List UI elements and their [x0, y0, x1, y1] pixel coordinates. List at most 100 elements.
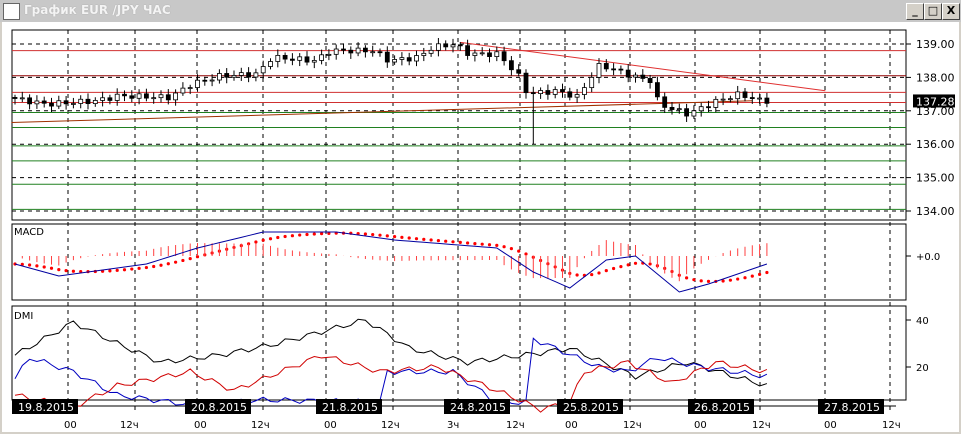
candle-body [107, 97, 113, 101]
dmi-title: DMI [14, 311, 33, 322]
macd-signal-point [20, 262, 24, 266]
close-button[interactable]: X [942, 3, 960, 20]
macd-signal-point [575, 273, 579, 277]
candle-body [764, 97, 770, 104]
candle-body [691, 110, 697, 117]
macd-signal-point [685, 276, 689, 280]
date-label: 27.8.2015 [824, 401, 880, 414]
candle-body [370, 51, 376, 54]
minimize-button[interactable]: _ [906, 3, 924, 20]
dmi-adx-line [14, 318, 768, 387]
hour-label: 12ч [251, 420, 270, 431]
date-label-bg [12, 399, 78, 414]
candle-body [662, 96, 668, 108]
date-label: 24.8.2015 [450, 401, 506, 414]
macd-signal-point [130, 267, 134, 271]
candle-body [253, 72, 259, 78]
hour-label: 00 [64, 420, 77, 431]
candle-body [362, 47, 368, 53]
date-label-bg [557, 399, 623, 414]
candle-body [494, 51, 500, 57]
macd-signal-point [152, 264, 156, 269]
candle-body [158, 94, 164, 99]
panel-frame-0 [11, 29, 907, 221]
candle-body [457, 44, 463, 47]
candle-body [282, 55, 288, 60]
macd-signal-point [743, 276, 747, 280]
candle-body [384, 51, 390, 63]
candle-body [472, 52, 478, 56]
candle-body [618, 68, 624, 71]
macd-signal-point [692, 278, 696, 282]
candle-body [479, 52, 485, 55]
macd-signal-point [42, 265, 46, 269]
date-label-bg [316, 399, 382, 414]
candle-body [326, 53, 332, 56]
hour-label: 12ч [752, 420, 771, 431]
candle-body [238, 72, 244, 76]
macd-signal-point [57, 268, 61, 272]
candle-body [582, 87, 587, 95]
candle-body [435, 43, 441, 51]
macd-signal-point [28, 263, 32, 267]
candle-body [56, 100, 62, 107]
hour-label: 00 [565, 420, 578, 431]
macd-signal-point [436, 238, 440, 243]
macd-signal-point [458, 240, 462, 245]
macd-signal-point [502, 245, 506, 249]
date-label: 21.8.2015 [322, 401, 378, 414]
current-price-badge [913, 94, 955, 108]
macd-signal-point [159, 263, 163, 267]
window-title: График EUR /JPY ЧАС [24, 3, 171, 17]
macd-signal-point [181, 258, 185, 263]
macd-signal-point [597, 271, 601, 275]
date-label: 20.8.2015 [191, 401, 247, 414]
candle-body [165, 94, 171, 101]
hour-label: 12ч [120, 420, 139, 431]
candle-body [706, 106, 711, 109]
price-tick-label: 135.00 [916, 172, 955, 185]
candle-body [92, 100, 98, 105]
macd-signal-point [35, 264, 39, 268]
dmi-tick-label: 20 [916, 363, 929, 374]
candle-body [333, 48, 339, 55]
candle-body [187, 87, 193, 89]
candle-body [735, 91, 741, 100]
candle-body [421, 52, 427, 56]
macd-signal-point [758, 272, 762, 277]
macd-signal-point [473, 241, 477, 246]
macd-signal-point [524, 252, 528, 256]
candle-body [552, 89, 558, 95]
candle-body [41, 100, 47, 104]
macd-signal-point [166, 262, 170, 266]
chart-app-icon [3, 3, 20, 20]
macd-signal-point [765, 270, 769, 275]
candle-body [560, 89, 565, 93]
maximize-button[interactable]: □ [924, 3, 942, 20]
macd-signal-point [122, 268, 127, 272]
macd-signal-point [466, 241, 470, 245]
macd-signal-point [261, 238, 265, 242]
date-label: 25.8.2015 [563, 401, 619, 414]
candle-body [319, 54, 325, 61]
candle-body [728, 98, 733, 101]
candle-body [684, 108, 689, 117]
hour-label: 00 [824, 420, 837, 431]
hour-label: 00 [324, 420, 337, 431]
panel-frame-1 [11, 223, 907, 301]
candle-body [443, 43, 449, 48]
macd-signal-point [385, 234, 389, 238]
candle-body [122, 93, 127, 97]
candle-body [377, 51, 383, 54]
macd-signal-point [422, 237, 426, 241]
candle-body [501, 51, 507, 62]
candle-body [596, 63, 602, 78]
macd-signal-point [429, 238, 433, 242]
date-label: 26.8.2015 [694, 401, 750, 414]
macd-signal-point [509, 247, 513, 251]
dmi-minus-di-line [14, 355, 768, 413]
macd-signal-point [393, 235, 397, 239]
macd-signal-point [633, 261, 638, 265]
candle-body [143, 93, 149, 99]
